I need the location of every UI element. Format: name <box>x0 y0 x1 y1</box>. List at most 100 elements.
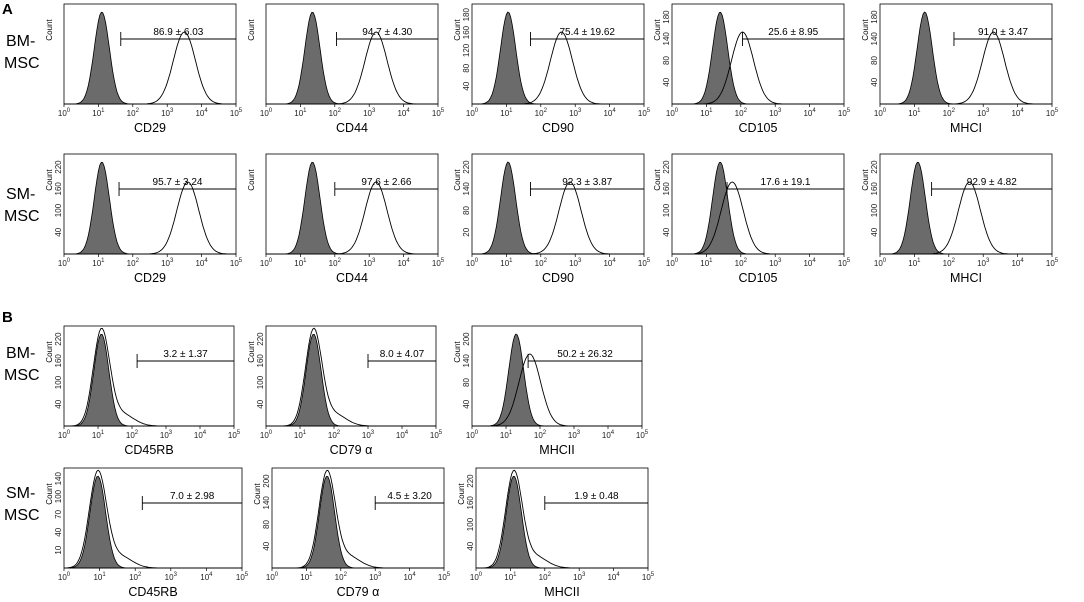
row-label-a-sm-line2: MSC <box>4 208 40 225</box>
x-tick-label: 100 <box>58 430 71 440</box>
sample-histogram <box>880 31 1052 105</box>
y-tick-label: 160 <box>256 354 265 368</box>
sample-histogram <box>880 181 1052 255</box>
x-tick-label: 104 <box>803 108 816 118</box>
row-label-a-bm-line1: BM- <box>6 33 35 50</box>
x-tick-label: 100 <box>260 108 273 118</box>
histogram-a-bm-msc-cd29: 86.9 ± 6.03 100 101 102 103 104 105 Count CD29 <box>45 3 243 135</box>
x-tick-label: 100 <box>266 572 279 582</box>
x-tick-label: 100 <box>466 108 479 118</box>
y-tick-label: 80 <box>870 56 879 65</box>
y-tick-label: 100 <box>54 375 63 389</box>
x-tick-label: 102 <box>126 430 139 440</box>
x-tick-label: 101 <box>93 572 106 582</box>
control-histogram <box>266 161 438 255</box>
x-tick-label: 100 <box>260 258 273 268</box>
y-tick-label: 80 <box>662 56 671 65</box>
gate-percentage-label: 25.6 ± 8.95 <box>768 27 818 38</box>
sample-histogram <box>64 327 234 427</box>
x-tick-label: 102 <box>535 258 548 268</box>
x-tick-label: 103 <box>769 258 782 268</box>
x-tick-label: 100 <box>466 430 479 440</box>
histogram-a-sm-msc-cd44: 97.6 ± 2.66 100 101 102 103 104 105 Count CD44 <box>247 153 445 285</box>
y-tick-label: 140 <box>54 471 63 485</box>
histogram-a-sm-msc-cd105: 17.6 ± 19.1 100 101 102 103 104 105 40 100 160 220… <box>653 153 851 285</box>
y-axis-label: Count <box>453 341 462 363</box>
x-tick-label: 104 <box>194 430 207 440</box>
control-histogram <box>672 161 844 255</box>
y-tick-label: 80 <box>462 206 471 215</box>
x-tick-label: 103 <box>165 572 178 582</box>
x-tick-label: 104 <box>200 572 213 582</box>
x-tick-label: 101 <box>92 108 105 118</box>
x-axis-label: CD79 α <box>337 585 380 599</box>
plot-frame <box>671 3 845 105</box>
y-tick-label: 40 <box>870 227 879 236</box>
control-histogram <box>472 161 644 255</box>
y-tick-label: 220 <box>256 332 265 346</box>
gate-percentage-label: 86.9 ± 6.03 <box>153 27 203 38</box>
x-tick-label: 101 <box>294 108 307 118</box>
x-tick-label: 103 <box>369 572 382 582</box>
y-tick-label: 200 <box>262 474 271 488</box>
x-tick-label: 100 <box>58 258 71 268</box>
y-tick-label: 220 <box>662 160 671 174</box>
gate-percentage-label: 92.3 ± 3.87 <box>562 177 612 188</box>
y-axis-label: Count <box>253 483 262 505</box>
panel-letter-a: A <box>2 1 13 18</box>
histogram-a-sm-msc-mhci: 92.9 ± 4.82 100 101 102 103 104 105 40 100 160 220… <box>861 153 1059 285</box>
x-tick-label: 102 <box>127 108 140 118</box>
control-histogram <box>64 161 236 255</box>
y-tick-label: 100 <box>54 203 63 217</box>
histogram-b-sm-msc-mhcii: 1.9 ± 0.48 100 101 102 103 104 105 40 100 160 220C… <box>457 467 655 599</box>
y-tick-label: 160 <box>54 354 63 368</box>
x-tick-label: 101 <box>92 430 105 440</box>
y-tick-label: 80 <box>462 63 471 72</box>
x-tick-label: 101 <box>300 572 313 582</box>
y-axis-label: Count <box>247 169 256 191</box>
y-tick-label: 40 <box>54 527 63 536</box>
gate-percentage-label: 92.9 ± 4.82 <box>967 177 1017 188</box>
sample-histogram <box>476 469 648 569</box>
y-tick-label: 40 <box>54 399 63 408</box>
y-tick-label: 220 <box>870 160 879 174</box>
x-tick-label: 103 <box>977 108 990 118</box>
sample-histogram <box>266 181 438 255</box>
x-tick-label: 105 <box>228 430 241 440</box>
x-tick-label: 101 <box>500 258 513 268</box>
x-tick-label: 101 <box>92 258 105 268</box>
y-tick-label: 40 <box>662 227 671 236</box>
x-tick-label: 104 <box>602 430 615 440</box>
histogram-b-sm-msc-cd45rb: 7.0 ± 2.98 100 101 102 103 104 105 10 40 70 100 140… <box>45 467 249 599</box>
sample-histogram <box>64 31 236 105</box>
sample-histogram <box>266 327 436 427</box>
y-axis-label: Count <box>653 19 662 41</box>
x-tick-label: 103 <box>573 572 586 582</box>
y-tick-label: 220 <box>54 160 63 174</box>
y-tick-label: 140 <box>662 32 671 46</box>
x-tick-label: 100 <box>666 108 679 118</box>
x-tick-label: 105 <box>432 108 445 118</box>
x-tick-label: 105 <box>636 430 649 440</box>
x-tick-label: 100 <box>260 430 273 440</box>
y-tick-label: 140 <box>462 182 471 196</box>
x-axis-label: CD90 <box>542 121 574 135</box>
plot-frame <box>265 325 437 427</box>
x-tick-label: 105 <box>838 108 851 118</box>
x-tick-label: 104 <box>603 108 616 118</box>
control-histogram <box>64 333 234 427</box>
x-tick-label: 103 <box>161 108 174 118</box>
x-tick-label: 102 <box>943 108 956 118</box>
row-label-a-sm-line1: SM- <box>6 186 35 203</box>
x-tick-label: 100 <box>466 258 479 268</box>
x-tick-label: 103 <box>569 258 582 268</box>
y-tick-label: 140 <box>870 32 879 46</box>
x-tick-label: 102 <box>129 572 142 582</box>
row-label-a-bm-line2: MSC <box>4 55 40 72</box>
x-axis-label: CD90 <box>542 271 574 285</box>
x-tick-label: 102 <box>127 258 140 268</box>
y-tick-label: 220 <box>462 160 471 174</box>
x-tick-label: 105 <box>438 572 451 582</box>
